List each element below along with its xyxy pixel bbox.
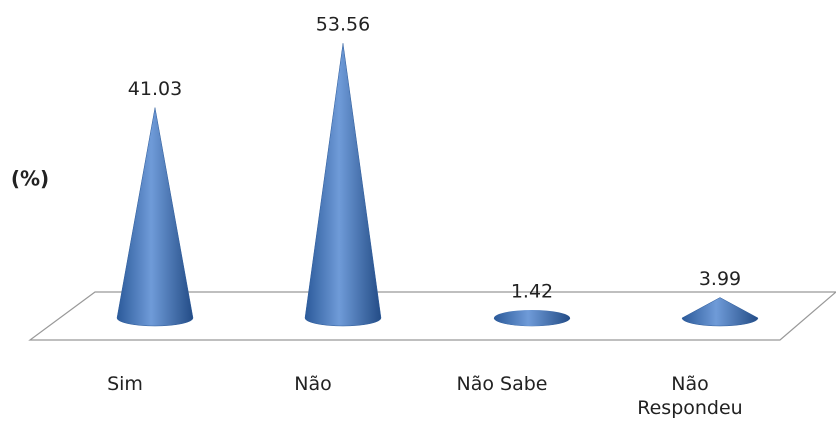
x-tick-label: Sim: [107, 373, 143, 395]
y-axis-label: (%): [11, 167, 49, 191]
value-label: 3.99: [699, 268, 741, 290]
x-tick-label: Não: [294, 373, 332, 395]
x-tick-label: Não Respondeu: [637, 373, 743, 419]
cone: [681, 297, 759, 327]
floor: [28, 291, 836, 341]
cone: [116, 107, 194, 327]
cone-base: [494, 310, 570, 326]
value-label: 41.03: [128, 78, 182, 100]
cone: [304, 43, 382, 327]
x-tick-label: Não Sabe: [456, 373, 548, 395]
value-label: 53.56: [316, 14, 370, 36]
value-label: 1.42: [511, 281, 553, 303]
